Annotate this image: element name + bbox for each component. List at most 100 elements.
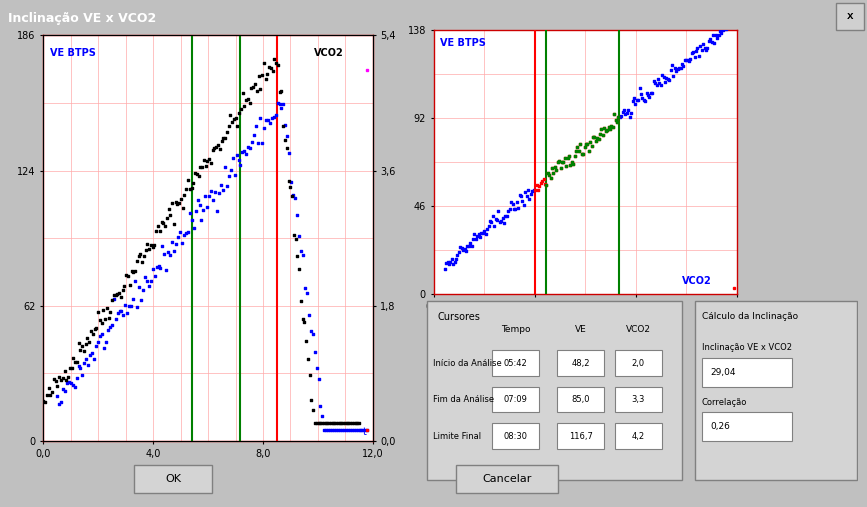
Point bbox=[160, 266, 173, 274]
Point bbox=[91, 308, 105, 316]
Point bbox=[268, 55, 282, 63]
Point bbox=[537, 174, 551, 183]
Point bbox=[467, 230, 481, 238]
Point bbox=[89, 342, 103, 350]
Point bbox=[116, 311, 130, 319]
Point bbox=[114, 293, 128, 301]
Point bbox=[283, 149, 297, 157]
Point bbox=[267, 114, 281, 122]
Text: 4,2: 4,2 bbox=[631, 431, 645, 441]
Point bbox=[548, 163, 562, 171]
Point bbox=[682, 57, 696, 65]
Point bbox=[492, 218, 506, 226]
Point bbox=[545, 164, 559, 172]
Point bbox=[603, 125, 616, 133]
Point bbox=[579, 140, 593, 148]
Point bbox=[81, 361, 95, 369]
Point bbox=[97, 344, 111, 352]
Point bbox=[580, 140, 594, 149]
Point bbox=[516, 197, 530, 205]
Point bbox=[524, 191, 538, 199]
Point bbox=[156, 219, 170, 227]
Point bbox=[479, 230, 492, 238]
Point bbox=[154, 219, 168, 227]
Point bbox=[200, 202, 214, 210]
Point bbox=[600, 126, 614, 134]
Point bbox=[313, 418, 327, 426]
Point bbox=[679, 56, 693, 64]
Point bbox=[296, 315, 310, 323]
Point bbox=[192, 201, 206, 209]
Point bbox=[255, 71, 269, 79]
Point bbox=[239, 96, 253, 104]
Point bbox=[617, 106, 631, 114]
Point bbox=[244, 143, 257, 152]
Point bbox=[473, 233, 487, 241]
Point bbox=[68, 357, 82, 366]
Point bbox=[694, 42, 707, 50]
Point bbox=[600, 126, 614, 134]
Point bbox=[649, 82, 663, 90]
FancyBboxPatch shape bbox=[702, 412, 792, 442]
Point bbox=[285, 192, 299, 200]
Point bbox=[280, 144, 294, 153]
Point bbox=[338, 418, 352, 426]
Point bbox=[642, 93, 656, 101]
Point bbox=[239, 150, 253, 158]
Point bbox=[455, 244, 469, 252]
Point bbox=[664, 66, 678, 74]
Point bbox=[692, 52, 706, 60]
Point bbox=[253, 85, 267, 93]
Point bbox=[538, 180, 552, 189]
Point bbox=[661, 75, 675, 83]
Point bbox=[459, 247, 473, 256]
Point bbox=[265, 67, 279, 75]
FancyBboxPatch shape bbox=[427, 301, 682, 480]
Point bbox=[610, 118, 624, 126]
Text: Cálculo da Inclinação: Cálculo da Inclinação bbox=[702, 312, 798, 321]
Point bbox=[518, 188, 532, 196]
Point bbox=[336, 418, 350, 426]
FancyBboxPatch shape bbox=[492, 423, 539, 449]
Point bbox=[577, 143, 591, 151]
Text: x: x bbox=[846, 12, 853, 21]
FancyBboxPatch shape bbox=[557, 423, 604, 449]
Point bbox=[140, 239, 154, 247]
FancyBboxPatch shape bbox=[492, 387, 539, 412]
Point bbox=[572, 147, 586, 155]
Point bbox=[701, 44, 714, 52]
Point bbox=[329, 426, 343, 434]
Point bbox=[669, 67, 683, 75]
Point bbox=[586, 133, 600, 141]
Point bbox=[258, 75, 272, 83]
Point bbox=[550, 166, 564, 174]
FancyBboxPatch shape bbox=[615, 423, 662, 449]
Point bbox=[352, 418, 366, 426]
Point bbox=[52, 400, 66, 408]
Point bbox=[191, 196, 205, 204]
Text: 08:30: 08:30 bbox=[504, 431, 528, 441]
Point bbox=[107, 291, 121, 299]
FancyBboxPatch shape bbox=[492, 350, 539, 376]
Point bbox=[611, 113, 625, 121]
Point bbox=[113, 307, 127, 315]
Point bbox=[331, 426, 345, 434]
Point bbox=[539, 181, 553, 189]
Point bbox=[147, 272, 161, 280]
Point bbox=[55, 374, 69, 382]
Point bbox=[566, 160, 580, 168]
Point bbox=[152, 262, 166, 270]
Point bbox=[618, 110, 632, 118]
Point bbox=[561, 154, 575, 162]
Text: 85,0: 85,0 bbox=[571, 395, 590, 404]
Point bbox=[65, 364, 79, 372]
Point bbox=[492, 207, 505, 215]
FancyBboxPatch shape bbox=[557, 350, 604, 376]
Point bbox=[284, 177, 298, 186]
Point bbox=[627, 94, 641, 102]
Point bbox=[225, 118, 239, 126]
Point bbox=[350, 426, 364, 434]
Point bbox=[462, 242, 476, 250]
Point bbox=[132, 252, 146, 261]
Point bbox=[85, 349, 99, 357]
